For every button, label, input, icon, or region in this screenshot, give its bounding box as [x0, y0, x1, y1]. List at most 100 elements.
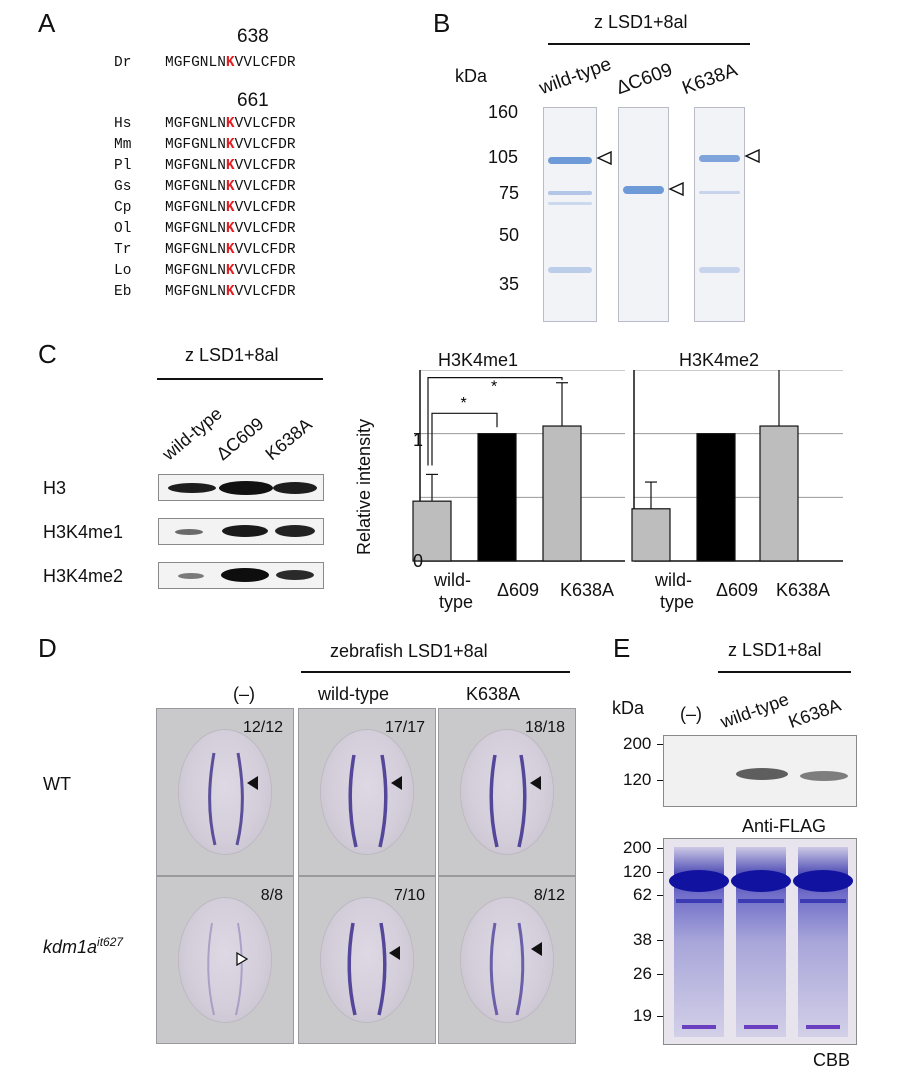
cbb-label: CBB — [813, 1050, 851, 1070]
embryo-image-wt-none: 12/12 — [156, 708, 294, 876]
protein-band — [548, 157, 592, 164]
sequence-prefix: MGFGNLN — [165, 221, 226, 237]
sequence-row: MGFGNLNKVVLCFDR — [165, 137, 296, 153]
embryo-count: 18/18 — [524, 719, 565, 736]
tick — [657, 1016, 664, 1017]
y-tick-1: 1 — [413, 430, 424, 450]
x-label-k638a: K638A — [560, 580, 615, 600]
significance-star: * — [491, 379, 497, 396]
blot-bands — [168, 481, 317, 495]
gel-lane-dc609 — [618, 107, 669, 322]
injection-header: zebrafish LSD1+8al — [330, 641, 488, 661]
gel-b-header: z LSD1+8al — [594, 12, 688, 32]
lysine-residue: K — [225, 55, 235, 71]
western-blot-anti-flag — [663, 735, 857, 807]
marker-38: 38 — [633, 930, 652, 949]
row-label-h3: H3 — [43, 478, 67, 498]
lane-label-k638a: K638A — [679, 59, 741, 100]
marker-75: 75 — [499, 183, 520, 203]
sequence-prefix: MGFGNLN — [165, 137, 226, 153]
embryo-image-kdm1a-wild-type: 7/10 — [298, 876, 436, 1044]
sequence-suffix: VVLCFDR — [234, 137, 296, 153]
protein-band — [548, 267, 592, 273]
marker-50: 50 — [499, 225, 520, 245]
protein-band — [623, 186, 664, 194]
sequence-prefix: MGFGNLN — [165, 158, 226, 174]
western-blot-h3 — [158, 474, 324, 501]
embryo-count: 7/10 — [393, 887, 425, 904]
protein-band — [699, 191, 740, 194]
embryo-count: 8/8 — [260, 887, 283, 904]
sequence-row: MGFGNLNKVVLCFDR — [165, 179, 296, 195]
embryo-image-wt-k638a: 18/18 — [438, 708, 576, 876]
tick — [657, 872, 664, 873]
blot-e-header: z LSD1+8al — [728, 640, 822, 660]
col-label-none: (–) — [233, 684, 255, 704]
western-blot-h3k4me1 — [158, 518, 324, 545]
sequence-row: MGFGNLNKVVLCFDR — [165, 221, 296, 237]
lysine-residue: K — [225, 137, 235, 153]
row-label-kdm1a: kdm1ait627 — [43, 935, 124, 957]
sequence-row: MGFGNLNKVVLCFDR — [165, 200, 296, 216]
x-label-wild: wild- — [655, 570, 693, 590]
sequence-row: MGFGNLNKVVLCFDR — [165, 55, 296, 71]
x-label-k638a: K638A — [776, 580, 831, 600]
panel-label-a: A — [38, 8, 56, 38]
lane-label-wild-type: wild-type — [717, 688, 792, 733]
protein-band — [548, 191, 592, 195]
marker-120: 120 — [623, 770, 652, 789]
tick — [657, 974, 664, 975]
lane-label-dc609: ΔC609 — [613, 59, 676, 100]
sequence-suffix: VVLCFDR — [234, 116, 296, 132]
lysine-residue: K — [225, 242, 235, 258]
species-label: Dr — [114, 55, 132, 71]
gel-b-header-line — [548, 43, 750, 45]
open-arrowhead-icon — [596, 150, 612, 166]
species-label: Tr — [114, 242, 132, 258]
x-label-wild: wild- — [434, 570, 472, 590]
y-tick-0: 0 — [413, 551, 424, 571]
embryo-count: 12/12 — [242, 719, 283, 736]
injection-header-line — [301, 671, 570, 673]
marker-200: 200 — [623, 734, 652, 753]
marker-120: 120 — [623, 862, 652, 881]
bar-k638a — [759, 425, 799, 562]
marker-26: 26 — [633, 964, 652, 983]
species-label: Gs — [114, 179, 132, 195]
gel-lanes — [669, 847, 853, 1037]
row-label-h3k4me1: H3K4me1 — [43, 522, 124, 542]
coomassie-gel — [663, 838, 857, 1045]
marker-105: 105 — [488, 147, 519, 167]
sequence-prefix: MGFGNLN — [165, 179, 226, 195]
sequence-suffix: VVLCFDR — [234, 221, 296, 237]
panel-label-d: D — [38, 633, 57, 663]
blot-bands — [178, 568, 314, 582]
y-axis-label: Relative intensity — [354, 418, 374, 555]
row-label-h3k4me2: H3K4me2 — [43, 566, 124, 586]
panel-label-e: E — [613, 633, 631, 663]
kda-label: kDa — [612, 698, 645, 718]
blot-bands — [175, 525, 315, 537]
marker-200: 200 — [623, 838, 652, 857]
sequence-row: MGFGNLNKVVLCFDR — [165, 242, 296, 258]
lane-label-wild-type: wild-type — [536, 53, 615, 100]
bar-charts: ** — [412, 370, 843, 562]
sequence-prefix: MGFGNLN — [165, 263, 226, 279]
sequence-row: MGFGNLNKVVLCFDR — [165, 116, 296, 132]
embryo-count: 17/17 — [384, 719, 425, 736]
lane-label-none: (–) — [680, 704, 702, 724]
species-label: Pl — [114, 158, 132, 174]
panel-label-c: C — [38, 339, 57, 369]
lysine-residue: K — [225, 221, 235, 237]
sequence-prefix: MGFGNLN — [165, 284, 226, 300]
bar-wildtype — [631, 508, 671, 562]
chart-title-h3k4me1: H3K4me1 — [438, 350, 519, 370]
western-blot-h3k4me2 — [158, 562, 324, 589]
lysine-residue: K — [225, 116, 235, 132]
sequence-suffix: VVLCFDR — [234, 242, 296, 258]
lysine-residue: K — [225, 179, 235, 195]
lysine-residue: K — [225, 284, 235, 300]
sequence-suffix: VVLCFDR — [234, 55, 296, 71]
x-label-d609: Δ609 — [497, 580, 540, 600]
chart-title-h3k4me2: H3K4me2 — [679, 350, 760, 370]
